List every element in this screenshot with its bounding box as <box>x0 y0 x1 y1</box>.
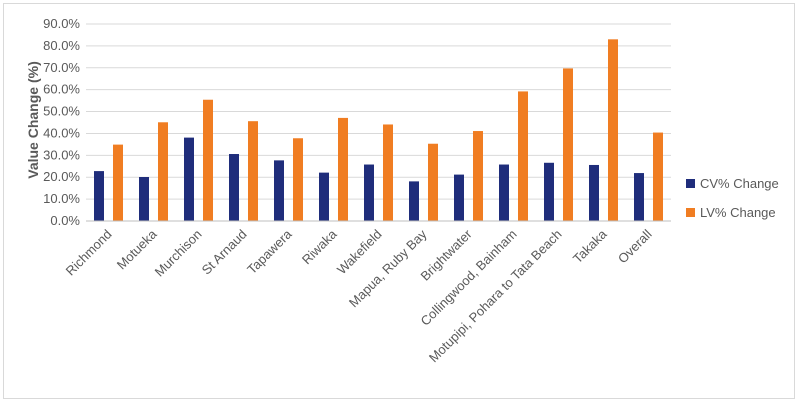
cv-bar <box>94 171 104 221</box>
cv-bar <box>454 174 464 221</box>
bar-chart: 0.0% 10.0% 20.0% 30.0% 40.0% 50.0% 60.0% 70.0% 8… <box>25 16 779 365</box>
lv-bar <box>383 124 393 221</box>
legend: CV% Change LV% Change <box>686 176 779 220</box>
y-axis-tick-labels: 0.0% 10.0% 20.0% 30.0% 40.0% 50.0% 60.0% 70.0% 8… <box>43 16 80 228</box>
cv-bar <box>499 164 509 221</box>
lv-bar <box>113 144 123 221</box>
cv-bar <box>589 164 599 221</box>
bars <box>94 39 663 222</box>
y-tick-label: 70.0% <box>43 60 80 75</box>
x-category-label: Richmond <box>63 227 115 279</box>
gridlines <box>86 23 671 200</box>
legend-label-lv: LV% Change <box>700 205 776 220</box>
lv-bar <box>653 132 663 221</box>
lv-bar <box>203 99 213 221</box>
cv-bar <box>634 173 644 221</box>
cv-bar <box>319 172 329 221</box>
x-category-label: Overall <box>615 226 655 266</box>
cv-bar <box>274 160 284 221</box>
y-tick-label: 10.0% <box>43 191 80 206</box>
lv-bar <box>563 68 573 221</box>
lv-bar <box>158 122 168 221</box>
chart-frame: 0.0% 10.0% 20.0% 30.0% 40.0% 50.0% 60.0% 70.0% 8… <box>3 3 795 399</box>
x-category-label: Mapua, Ruby Bay <box>346 226 430 310</box>
cv-bar <box>544 162 554 221</box>
cv-bar <box>364 164 374 221</box>
lv-bar <box>518 91 528 221</box>
x-category-label: Motueka <box>114 226 160 272</box>
cv-bar <box>409 181 419 221</box>
y-tick-label: 50.0% <box>43 104 80 119</box>
y-tick-label: 80.0% <box>43 38 80 53</box>
y-tick-label: 20.0% <box>43 169 80 184</box>
y-tick-label: 30.0% <box>43 147 80 162</box>
legend-label-cv: CV% Change <box>700 176 779 191</box>
y-tick-label: 0.0% <box>50 213 80 228</box>
cv-bar <box>184 137 194 221</box>
y-axis-label: Value Change (%) <box>25 61 41 178</box>
lv-bar <box>428 143 438 221</box>
legend-swatch-lv <box>686 208 695 217</box>
x-category-label: St Arnaud <box>199 227 250 278</box>
y-tick-label: 90.0% <box>43 16 80 31</box>
y-tick-label: 40.0% <box>43 125 80 140</box>
cv-bar <box>229 154 239 221</box>
lv-bar <box>608 39 618 222</box>
x-category-label: Riwaka <box>299 226 340 267</box>
lv-bar <box>248 121 258 221</box>
lv-bar <box>293 138 303 221</box>
cv-bar <box>139 177 149 221</box>
lv-bar <box>473 131 483 221</box>
y-tick-label: 60.0% <box>43 82 80 97</box>
x-category-label: Takaka <box>570 226 610 266</box>
x-category-label: Tapawera <box>244 226 295 277</box>
lv-bar <box>338 117 348 221</box>
x-category-label: Murchison <box>152 227 205 280</box>
legend-swatch-cv <box>686 179 695 188</box>
